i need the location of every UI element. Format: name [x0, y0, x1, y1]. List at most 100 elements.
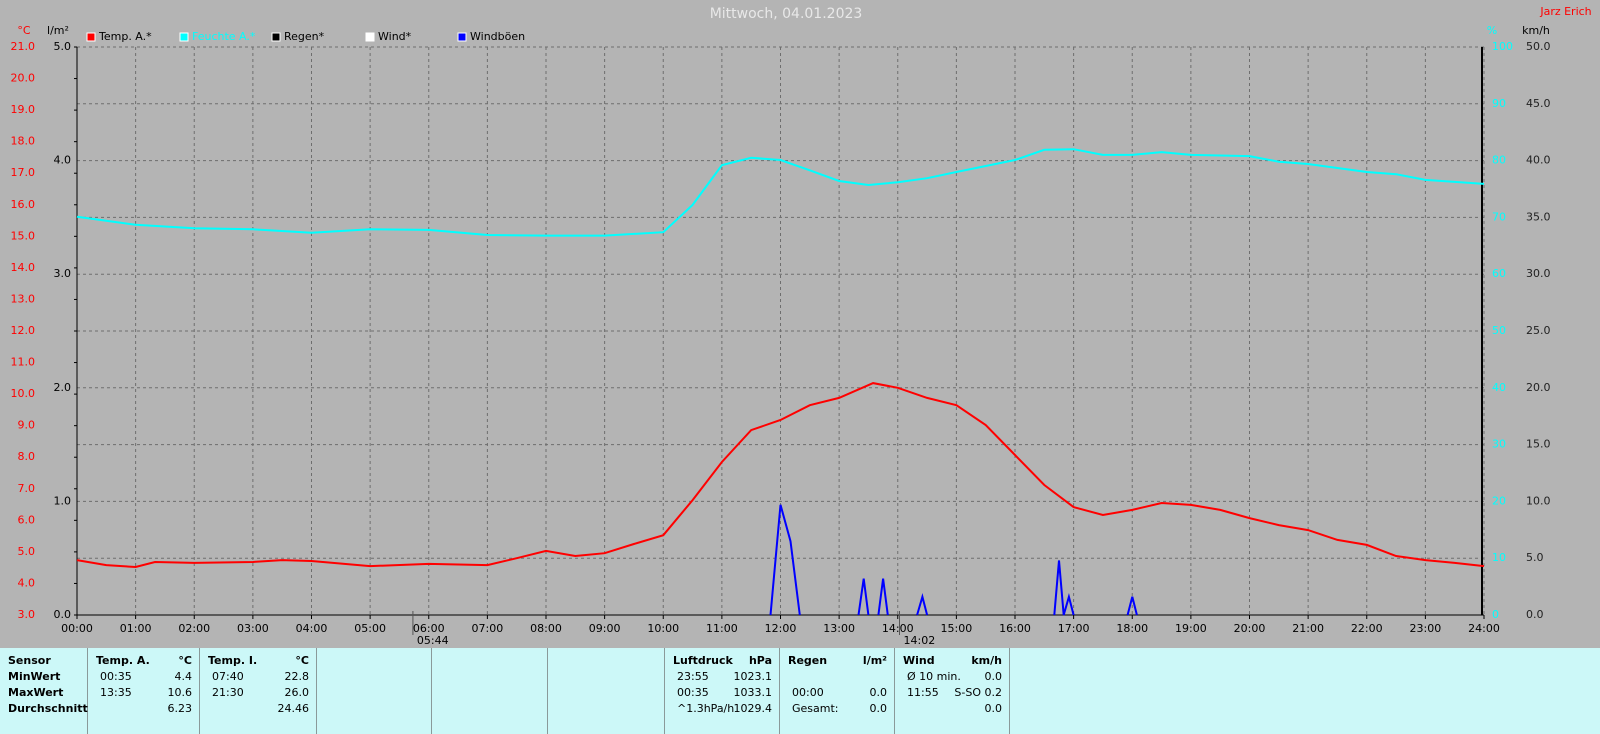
legend-label: Wind* — [378, 30, 412, 43]
legend-label: Temp. A.* — [98, 30, 152, 43]
y-tick-label: 3.0 — [18, 608, 36, 621]
y2-tick-label: 40 — [1492, 381, 1506, 394]
x-tick-label: 15:00 — [941, 622, 973, 635]
x-tick-label: 19:00 — [1175, 622, 1207, 635]
y3-tick-label: 40.0 — [1526, 154, 1551, 167]
legend-swatch — [271, 32, 281, 42]
table-cell: 23:55 — [677, 670, 709, 683]
rain-tick-label: 1.0 — [54, 494, 72, 507]
y-tick-label: 15.0 — [11, 229, 36, 242]
summary-table: Sensor MinWert MaxWert Durchschnitt Temp. A.… — [0, 648, 1600, 734]
y2-tick-label: 80 — [1492, 154, 1506, 167]
background — [0, 0, 1600, 648]
legend-swatch — [179, 32, 189, 42]
y3-tick-label: 5.0 — [1526, 551, 1544, 564]
author: Jarz Erich — [1539, 5, 1591, 18]
table-cell: 1033.1 — [733, 686, 773, 699]
table-cell: 4.4 — [174, 670, 193, 683]
legend-swatch — [365, 32, 375, 42]
table-header: °C — [178, 654, 192, 667]
y-tick-label: 16.0 — [11, 198, 36, 211]
table-cell: MinWert — [8, 670, 61, 683]
table-cell: S-SO 0.2 — [954, 686, 1002, 699]
annotation-label: 14:02 — [904, 634, 936, 647]
x-tick-label: 06:00 — [413, 622, 445, 635]
x-tick-label: 17:00 — [1058, 622, 1090, 635]
legend-label: Regen* — [284, 30, 325, 43]
y2-tick-label: 0 — [1492, 608, 1499, 621]
legend-label: Windböen — [470, 30, 525, 43]
series-line — [76, 382, 1485, 569]
x-tick-label: 21:00 — [1292, 622, 1324, 635]
x-tick-label: 23:00 — [1410, 622, 1442, 635]
table-cell: MaxWert — [8, 686, 64, 699]
y-tick-label: 19.0 — [11, 103, 36, 116]
table-cell: 24.46 — [277, 702, 310, 715]
axis-unit: % — [1487, 24, 1497, 37]
table-cell: 10.6 — [167, 686, 193, 699]
x-tick-label: 24:00 — [1468, 622, 1500, 635]
y-tick-label: 4.0 — [18, 576, 36, 589]
table-cell: 26.0 — [284, 686, 310, 699]
y3-tick-label: 30.0 — [1526, 267, 1551, 280]
y-tick-label: 6.0 — [18, 513, 36, 526]
table-cell: 00:35 — [100, 670, 132, 683]
table-column — [200, 648, 317, 734]
x-tick-label: 20:00 — [1234, 622, 1266, 635]
y2-tick-label: 100 — [1492, 40, 1513, 53]
x-tick-label: 09:00 — [589, 622, 621, 635]
y2-tick-label: 60 — [1492, 267, 1506, 280]
y-tick-label: 5.0 — [18, 545, 36, 558]
table-header: Luftdruck — [673, 654, 733, 667]
chart: Mittwoch, 04.01.2023 Jarz Erich °C l/m² … — [0, 0, 1600, 648]
legend-label: Feuchte A.* — [192, 30, 256, 43]
table-cell: 07:40 — [212, 670, 244, 683]
table-header: °C — [295, 654, 309, 667]
y-tick-label: 14.0 — [11, 261, 36, 274]
table-column — [665, 648, 780, 734]
y-tick-label: 7.0 — [18, 482, 36, 495]
x-tick-label: 01:00 — [120, 622, 152, 635]
table-cell: 21:30 — [212, 686, 244, 699]
rain-tick-label: 5.0 — [54, 40, 72, 53]
x-tick-label: 07:00 — [472, 622, 504, 635]
table-cell: 6.23 — [167, 702, 193, 715]
table-header: l/m² — [862, 654, 887, 667]
table-header: hPa — [748, 654, 772, 667]
x-tick-label: 14:00 — [882, 622, 914, 635]
y3-tick-label: 50.0 — [1526, 40, 1551, 53]
y-tick-label: 10.0 — [11, 387, 36, 400]
series-line — [769, 504, 1138, 616]
table-header: km/h — [971, 654, 1002, 667]
table-header: Temp. A. — [96, 654, 150, 667]
x-tick-label: 12:00 — [765, 622, 797, 635]
table-header: Regen — [788, 654, 828, 667]
y3-tick-label: 0.0 — [1526, 608, 1544, 621]
table-cell: Gesamt: — [792, 702, 839, 715]
table-column — [780, 648, 895, 734]
y-tick-label: 9.0 — [18, 419, 36, 432]
rain-tick-label: 2.0 — [54, 381, 72, 394]
table-cell: 1029.4 — [733, 702, 773, 715]
y3-tick-label: 10.0 — [1526, 494, 1551, 507]
table-cell: Ø 10 min. — [907, 670, 961, 683]
x-tick-label: 03:00 — [237, 622, 269, 635]
y-tick-label: 12.0 — [11, 324, 36, 337]
axis-unit: l/m² — [47, 24, 69, 37]
y-tick-label: 13.0 — [11, 292, 36, 305]
x-tick-label: 10:00 — [647, 622, 679, 635]
table-column — [317, 648, 432, 734]
x-tick-label: 02:00 — [178, 622, 210, 635]
y-tick-label: 20.0 — [11, 72, 36, 85]
table-cell: 00:35 — [677, 686, 709, 699]
y2-tick-label: 20 — [1492, 494, 1506, 507]
y2-tick-label: 90 — [1492, 97, 1506, 110]
rain-tick-label: 4.0 — [54, 154, 72, 167]
table-column — [88, 648, 200, 734]
table-cell: 1023.1 — [733, 670, 773, 683]
y3-tick-label: 20.0 — [1526, 381, 1551, 394]
table-cell: Durchschnitt — [8, 702, 88, 715]
x-tick-label: 04:00 — [296, 622, 328, 635]
table-cell: 11:55 — [907, 686, 939, 699]
